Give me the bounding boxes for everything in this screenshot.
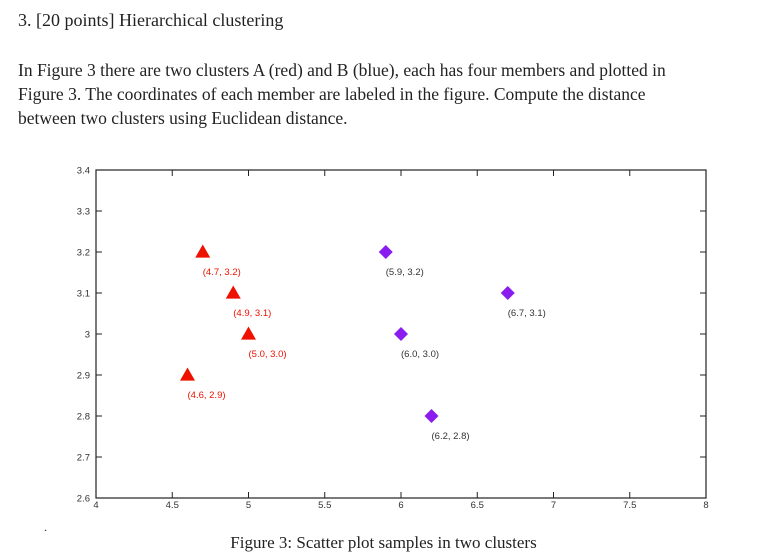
point-label: (4.6, 2.9) bbox=[188, 390, 226, 401]
x-tick-label: 4 bbox=[93, 500, 98, 511]
question-text-line: In Figure 3 there are two clusters A (re… bbox=[18, 60, 666, 80]
x-tick-label: 7.5 bbox=[623, 500, 636, 511]
y-tick-label: 2.6 bbox=[77, 494, 90, 505]
triangle-marker bbox=[195, 244, 211, 258]
diamond-marker bbox=[378, 245, 393, 259]
bullet-mark: . bbox=[44, 520, 47, 534]
question-text: In Figure 3 there are two clusters A (re… bbox=[18, 58, 748, 130]
x-tick-label: 6 bbox=[398, 500, 403, 511]
question-text-line: between two clusters using Euclidean dis… bbox=[18, 108, 348, 128]
diamond-marker bbox=[424, 409, 439, 423]
point-label: (6.0, 3.0) bbox=[401, 349, 439, 360]
triangle-marker bbox=[180, 367, 195, 381]
x-tick-label: 8 bbox=[703, 500, 708, 511]
point-label: (6.2, 2.8) bbox=[432, 431, 470, 442]
y-tick-label: 2.8 bbox=[77, 412, 90, 423]
y-tick-label: 3 bbox=[85, 330, 90, 341]
question-text-line: Figure 3. The coordinates of each member… bbox=[18, 84, 646, 104]
point-label: (4.7, 3.2) bbox=[203, 267, 241, 278]
x-tick-label: 5.5 bbox=[318, 500, 331, 511]
question-heading: 3. [20 points] Hierarchical clustering bbox=[18, 10, 284, 30]
y-tick-label: 3.3 bbox=[77, 207, 90, 218]
x-tick-label: 5 bbox=[246, 500, 251, 511]
scatter-plot: 4 4.5 5 5.5 6 6.5 7 7.5 8 2.6 2.7 2.8 2.9 3 3.1 3.2 3.3 3… bbox=[77, 166, 709, 512]
triangle-marker bbox=[241, 326, 256, 340]
x-tick-label: 7 bbox=[551, 500, 556, 511]
y-tick-label: 2.7 bbox=[77, 453, 90, 464]
point-label: (6.7, 3.1) bbox=[508, 308, 546, 319]
x-tick-label: 6.5 bbox=[471, 500, 484, 511]
diamond-marker bbox=[394, 327, 408, 341]
x-tick-label: 4.5 bbox=[166, 500, 179, 511]
triangle-marker bbox=[225, 285, 241, 299]
y-tick-label: 3.2 bbox=[77, 248, 90, 259]
y-tick-label: 2.9 bbox=[77, 371, 90, 382]
point-label: (5.9, 3.2) bbox=[386, 267, 424, 278]
diamond-marker bbox=[500, 286, 515, 300]
figure-caption: Figure 3: Scatter plot samples in two cl… bbox=[230, 533, 537, 552]
y-tick-label: 3.4 bbox=[77, 166, 90, 177]
y-tick-label: 3.1 bbox=[77, 289, 90, 300]
point-label: (5.0, 3.0) bbox=[249, 349, 287, 360]
point-label: (4.9, 3.1) bbox=[233, 308, 271, 319]
